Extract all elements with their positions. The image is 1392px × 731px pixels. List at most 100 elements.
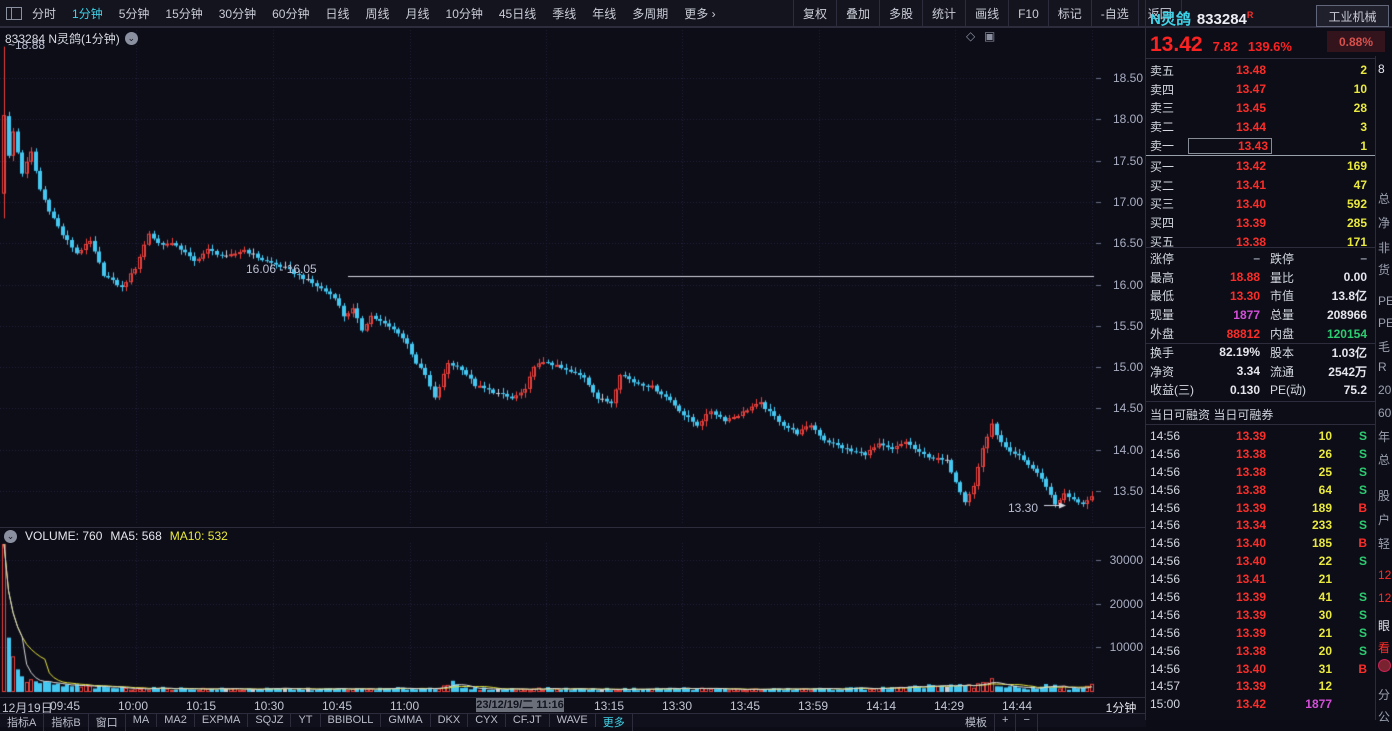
chevron-down-icon[interactable]: ⌄ xyxy=(4,529,17,543)
ask-row[interactable]: 卖三 13.45 28 xyxy=(1146,99,1375,118)
period-tab[interactable]: 季线 xyxy=(552,7,577,21)
trade-direction: S xyxy=(1358,446,1367,461)
trade-time: 14:56 xyxy=(1150,643,1181,658)
margin-trading-note[interactable]: 当日可融资 当日可融券 xyxy=(1150,408,1274,422)
toolbar-button[interactable]: 画线 xyxy=(965,0,1008,27)
period-tab[interactable]: 更多 › xyxy=(684,7,716,21)
clipped-text: 分 xyxy=(1378,688,1391,702)
trade-row: 14:56 13.38 26 S xyxy=(1146,445,1375,463)
chevron-down-icon[interactable]: ⌄ xyxy=(124,32,138,45)
ask-price[interactable]: 13.47 xyxy=(1235,82,1266,97)
like-icon[interactable] xyxy=(1378,659,1391,672)
clipped-text: 年 xyxy=(1378,430,1391,444)
indicator-tab[interactable]: 指标A xyxy=(0,713,45,731)
period-tab[interactable]: 45日线 xyxy=(498,7,537,21)
period-tab[interactable]: 5分钟 xyxy=(118,7,150,21)
stat-row: 现量 1877 总量 208966 xyxy=(1146,305,1375,324)
period-tab[interactable]: 30分钟 xyxy=(218,7,257,21)
period-tab[interactable]: 年线 xyxy=(592,7,617,21)
ask-price[interactable]: 13.45 xyxy=(1235,100,1266,115)
trade-direction: S xyxy=(1358,607,1367,622)
ask-row[interactable]: 卖五 13.48 2 xyxy=(1146,61,1375,80)
toolbar-button[interactable]: 返回 xyxy=(1137,0,1182,27)
toolbar-button[interactable]: -自选 xyxy=(1090,0,1138,27)
indicator-tab[interactable]: MA xyxy=(126,713,158,727)
toolbar-button[interactable]: 统计 xyxy=(922,0,965,27)
bid-price[interactable]: 13.39 xyxy=(1235,215,1266,230)
stat-label: 最高 xyxy=(1150,270,1175,285)
toolbar-button[interactable]: 多股 xyxy=(879,0,922,27)
stat-label: PE(动) xyxy=(1270,383,1307,398)
period-tab[interactable]: 日线 xyxy=(325,7,350,21)
toolbar-button[interactable]: 复权 xyxy=(793,0,836,27)
indicator-tab[interactable]: BBIBOLL xyxy=(321,713,382,727)
zoom-in-button[interactable]: + xyxy=(995,713,1017,731)
clipped-text: 净 xyxy=(1378,216,1391,230)
period-tab[interactable]: 10分钟 xyxy=(445,7,483,21)
diamond-icon[interactable]: ◇ xyxy=(966,29,976,43)
indicator-tab[interactable]: SQJZ xyxy=(248,713,292,727)
bid-row[interactable]: 买三 13.40 592 xyxy=(1146,195,1375,214)
trade-qty: 20 xyxy=(1318,643,1332,658)
tick-trade-list[interactable]: 14:56 13.39 10 S 14:56 13.38 26 S 14:56 13.38 25 S 1… xyxy=(1146,427,1375,713)
clipped-text: 眼 xyxy=(1378,619,1391,633)
trade-qty: 64 xyxy=(1318,482,1332,497)
bid-row[interactable]: 买五 13.38 171 xyxy=(1146,232,1375,251)
price-tick: 18.50 xyxy=(1112,71,1143,85)
period-tab[interactable]: 周线 xyxy=(365,7,390,21)
ask-price[interactable]: 13.48 xyxy=(1235,63,1266,78)
period-tab[interactable]: 分时 xyxy=(32,7,57,21)
price-tick: 14.50 xyxy=(1112,401,1143,416)
bid-price[interactable]: 13.41 xyxy=(1235,178,1266,193)
indicator-tab[interactable]: EXPMA xyxy=(195,713,249,727)
ask-row[interactable]: 卖一 13.43 1 xyxy=(1146,136,1375,155)
trade-qty: 31 xyxy=(1318,661,1332,676)
toolbar-button[interactable]: 叠加 xyxy=(836,0,879,27)
indicator-tab[interactable]: DKX xyxy=(431,713,469,727)
indicator-tab[interactable]: GMMA xyxy=(381,713,431,727)
indicator-tab[interactable]: MA2 xyxy=(157,713,195,727)
trade-price: 13.39 xyxy=(1235,428,1266,443)
industry-tag[interactable]: 工业机械 xyxy=(1316,5,1389,27)
indicator-tab[interactable]: 指标B xyxy=(44,713,89,731)
bid-price[interactable]: 13.40 xyxy=(1235,196,1266,211)
ask-row[interactable]: 卖四 13.47 10 xyxy=(1146,80,1375,99)
trade-row: 14:57 13.39 12 xyxy=(1146,677,1375,695)
panel-layout-icon[interactable]: ▣ xyxy=(984,29,996,43)
bid-row[interactable]: 买一 13.42 169 xyxy=(1146,157,1375,176)
indicator-tab[interactable]: YT xyxy=(291,713,321,727)
ask-row[interactable]: 卖二 13.44 3 xyxy=(1146,117,1375,136)
divider xyxy=(1146,343,1375,344)
bid-row[interactable]: 买二 13.41 47 xyxy=(1146,176,1375,195)
zoom-out-button[interactable]: − xyxy=(1016,713,1038,731)
trade-price: 13.34 xyxy=(1235,518,1266,533)
chart-canvas[interactable] xyxy=(0,0,1146,713)
trade-row: 14:56 13.34 233 S xyxy=(1146,516,1375,534)
top-toolbar: 分时 1分钟 5分钟 15分钟 30分钟 60分钟 日线 周线 月线 10分钟 45日线 季线 年线 多周… xyxy=(0,0,1392,27)
indicator-tab[interactable]: CF.JT xyxy=(506,713,550,727)
clipped-text: 8 xyxy=(1378,62,1385,76)
bid-price[interactable]: 13.38 xyxy=(1235,234,1266,249)
indicator-tab[interactable]: CYX xyxy=(468,713,506,727)
trade-qty: 22 xyxy=(1318,554,1332,569)
period-tab[interactable]: 月线 xyxy=(405,7,430,21)
period-tab[interactable]: 1分钟 xyxy=(72,7,103,21)
indicator-tab[interactable]: 窗口 xyxy=(89,713,126,731)
template-button[interactable]: 模板 xyxy=(958,713,995,731)
toolbar-button[interactable]: 标记 xyxy=(1047,0,1091,27)
bid-price[interactable]: 13.42 xyxy=(1235,159,1266,174)
indicator-more[interactable]: 更多 xyxy=(596,713,633,731)
time-tick: 13:30 xyxy=(662,699,693,713)
ask-price[interactable]: 13.43 xyxy=(1188,137,1272,154)
stat-value: 0.130 xyxy=(1229,382,1260,397)
toolbar-button[interactable]: F10 xyxy=(1008,0,1048,27)
indicator-tab[interactable]: WAVE xyxy=(550,713,596,727)
stat-label: 现量 xyxy=(1150,308,1175,323)
period-tab[interactable]: 15分钟 xyxy=(165,7,203,21)
bid-row[interactable]: 买四 13.39 285 xyxy=(1146,213,1375,232)
period-tab[interactable]: 多周期 xyxy=(632,7,669,21)
window-split-icon[interactable] xyxy=(6,7,22,20)
clipped-text: 公 xyxy=(1378,710,1391,724)
ask-price[interactable]: 13.44 xyxy=(1235,119,1266,134)
period-tab[interactable]: 60分钟 xyxy=(272,7,310,21)
